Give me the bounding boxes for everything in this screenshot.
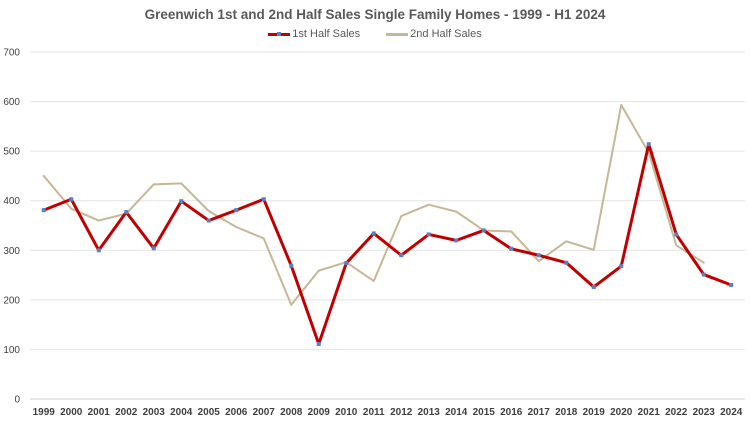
x-tick-label: 2024	[720, 407, 743, 418]
data-point-first-half	[96, 248, 101, 253]
data-point-first-half	[646, 142, 651, 147]
x-tick-label: 2001	[88, 407, 111, 418]
x-tick-label: 2011	[363, 407, 385, 418]
data-point-first-half	[124, 210, 129, 215]
x-tick-label: 2005	[198, 407, 221, 418]
data-point-first-half	[591, 284, 596, 289]
data-point-first-half	[344, 261, 349, 266]
data-point-first-half	[701, 272, 706, 277]
data-point-first-half	[69, 197, 74, 202]
x-tick-label: 2000	[60, 407, 83, 418]
legend-item-first-half: 1st Half Sales	[268, 28, 360, 40]
data-point-first-half	[454, 238, 459, 243]
data-point-first-half	[289, 263, 294, 268]
data-point-first-half	[564, 260, 569, 265]
x-tick-label: 2021	[638, 407, 661, 418]
x-tick-label: 2018	[555, 407, 578, 418]
x-tick-label: 2007	[253, 407, 276, 418]
x-tick-label: 2016	[500, 407, 523, 418]
x-tick-label: 2003	[143, 407, 166, 418]
x-tick-label: 2010	[335, 407, 358, 418]
x-tick-label: 1999	[33, 407, 56, 418]
x-tick-label: 2020	[610, 407, 633, 418]
x-tick-label: 2012	[390, 407, 413, 418]
y-tick-label: 300	[3, 246, 20, 257]
data-point-first-half	[426, 232, 431, 237]
legend-swatch-second-half	[386, 29, 409, 39]
x-tick-label: 2015	[473, 407, 496, 418]
y-tick-label: 600	[3, 97, 20, 108]
data-point-first-half	[206, 218, 211, 223]
data-point-first-half	[316, 341, 321, 346]
data-point-first-half	[536, 253, 541, 258]
series-line-second-half	[42, 104, 705, 306]
legend-item-second-half: 2nd Half Sales	[386, 28, 482, 40]
data-point-first-half	[151, 246, 156, 251]
x-tick-label: 2002	[115, 407, 138, 418]
series-line-first-half	[42, 142, 733, 346]
chart-title: Greenwich 1st and 2nd Half Sales Single …	[144, 7, 606, 22]
x-tick-label: 2014	[445, 407, 468, 418]
x-tick-label: 2004	[170, 407, 193, 418]
x-tick-label: 2017	[528, 407, 551, 418]
x-tick-label: 2009	[308, 407, 331, 418]
x-tick-label: 2019	[583, 407, 606, 418]
y-tick-label: 700	[3, 48, 20, 59]
data-point-first-half	[261, 197, 266, 202]
data-point-first-half	[509, 246, 514, 251]
x-tick-label: 2023	[693, 407, 716, 418]
data-point-first-half	[481, 228, 486, 233]
legend-label-second-half: 2nd Half Sales	[410, 28, 482, 40]
x-tick-label: 2013	[418, 407, 441, 418]
data-point-first-half	[674, 232, 679, 237]
y-tick-label: 500	[3, 147, 20, 158]
data-point-first-half	[619, 264, 624, 269]
legend: 1st Half Sales 2nd Half Sales	[0, 28, 750, 40]
data-point-first-half	[371, 231, 376, 236]
legend-swatch-first-half	[268, 29, 291, 39]
y-tick-label: 400	[3, 196, 20, 207]
x-tick-label: 2008	[280, 407, 303, 418]
x-tick-label: 2022	[665, 407, 688, 418]
data-point-first-half	[399, 253, 404, 258]
y-tick-label: 0	[14, 395, 20, 406]
y-tick-label: 200	[3, 295, 20, 306]
x-tick-label: 2006	[225, 407, 248, 418]
data-point-first-half	[179, 199, 184, 204]
y-tick-label: 100	[3, 345, 20, 356]
data-point-first-half	[729, 282, 734, 287]
data-point-first-half	[41, 208, 46, 213]
legend-label-first-half: 1st Half Sales	[292, 28, 361, 40]
data-point-first-half	[234, 208, 239, 213]
